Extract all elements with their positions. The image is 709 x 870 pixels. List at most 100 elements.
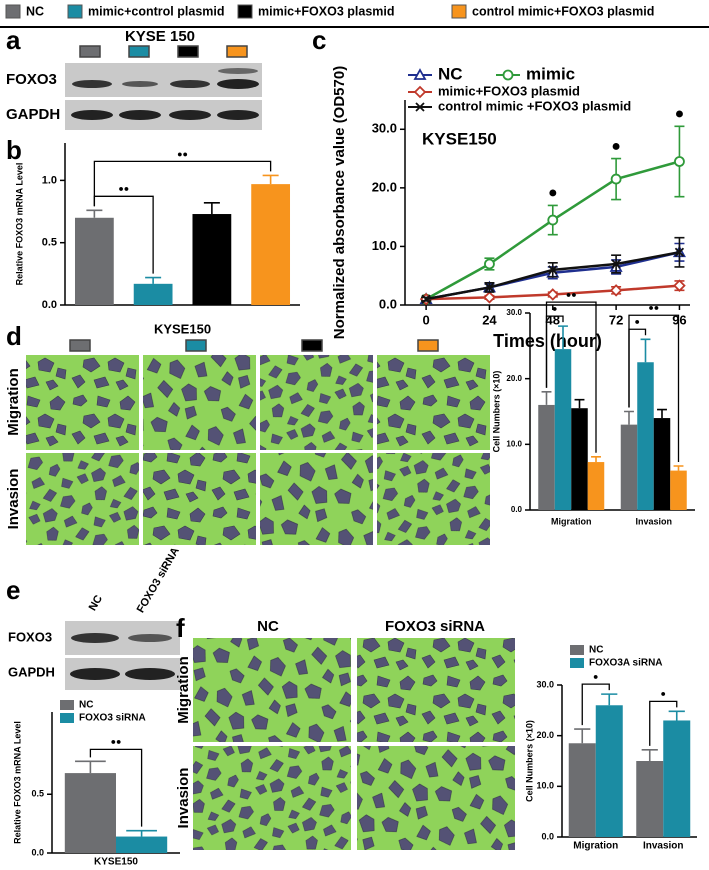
- legend-label: NC: [438, 64, 463, 83]
- marker: [548, 265, 558, 275]
- marker: [610, 173, 622, 185]
- marker: [547, 214, 559, 226]
- bar: [133, 283, 173, 305]
- group-swatch: [128, 45, 150, 58]
- y-tick-label: 20.0: [536, 730, 554, 740]
- panel-label: f: [176, 613, 185, 643]
- legend-swatch: [60, 713, 74, 723]
- y-tick-label: 20.0: [506, 374, 522, 383]
- y-tick-label: 10.0: [536, 781, 554, 791]
- blot-column-label: FOXO3 siRNA: [135, 545, 182, 615]
- column-label: FOXO3 siRNA: [385, 618, 485, 635]
- bar: [670, 470, 687, 510]
- error-bar: [75, 760, 106, 774]
- y-tick-label: 30.0: [536, 679, 554, 689]
- legend-swatch: [5, 4, 21, 19]
- group-swatch: [301, 339, 323, 352]
- row-label: Invasion: [175, 768, 192, 829]
- bar: [568, 743, 596, 837]
- significance-mark: ●: [675, 106, 685, 123]
- significance-bracket: [89, 748, 143, 827]
- y-tick-label: 10.0: [372, 238, 397, 253]
- x-tick-label: Invasion: [635, 516, 672, 526]
- error-bar: [591, 456, 601, 463]
- x-tick-label: 24: [482, 312, 497, 327]
- marker: [611, 259, 621, 269]
- y-tick-label: 0.0: [31, 847, 44, 857]
- legend-label: mimic+control plasmid: [88, 4, 225, 18]
- y-tick-label: 0.0: [42, 299, 57, 311]
- x-axis-label: KYSE150: [154, 321, 211, 336]
- significance-bracket: [581, 683, 610, 726]
- marker: [674, 247, 685, 257]
- significance-bracket: [628, 314, 680, 463]
- significance-mark: ●●: [111, 737, 122, 747]
- marker: [483, 291, 496, 304]
- error-bar: [574, 398, 585, 409]
- bar: [571, 408, 588, 510]
- bar: [637, 362, 654, 510]
- error-bar: [624, 410, 634, 425]
- significance-mark: ●: [593, 671, 598, 681]
- panel-label: a: [6, 25, 21, 55]
- significance-mark: ●●: [177, 149, 188, 159]
- blot-column-label: NC: [87, 593, 105, 613]
- legend-swatch: [570, 658, 584, 668]
- blot: [65, 621, 180, 690]
- y-tick-label: 0.5: [31, 789, 44, 799]
- panel-label: b: [6, 135, 22, 165]
- annotation: KYSE150: [422, 129, 497, 148]
- y-tick-label: 0.5: [42, 237, 57, 249]
- legend-label: control mimic +FOXO3 plasmid: [438, 98, 631, 113]
- x-tick-label: 72: [609, 312, 623, 327]
- significance-mark: ●●: [566, 290, 577, 300]
- y-tick-label: 30.0: [506, 308, 522, 317]
- bar: [620, 424, 638, 510]
- marker: [413, 85, 427, 99]
- legend-label: FOXO3 siRNA: [79, 713, 146, 724]
- error-bar: [657, 408, 667, 419]
- significance-mark: ●●: [118, 184, 129, 194]
- legend-label: mimic+FOXO3 plasmid: [258, 4, 395, 18]
- marker: [413, 68, 427, 80]
- y-axis-label: Relative FOXO3 mRNA Level: [14, 163, 24, 286]
- marker: [609, 284, 623, 297]
- group-swatch: [177, 45, 199, 58]
- legend-label: FOXO3A siRNA: [589, 658, 663, 669]
- bar: [663, 720, 691, 837]
- group-swatch: [226, 45, 248, 58]
- legend-swatch: [570, 645, 584, 655]
- legend-label: mimic+FOXO3 plasmid: [438, 83, 580, 98]
- error-bar: [262, 174, 279, 185]
- group-swatch: [185, 339, 207, 352]
- error-bar: [640, 338, 651, 363]
- y-axis-label: Cell Numbers (×10): [491, 371, 501, 453]
- bar: [587, 462, 605, 510]
- y-tick-label: 30.0: [372, 121, 397, 136]
- legend-label: NC: [589, 645, 603, 656]
- blot-row-label: FOXO3: [6, 71, 57, 88]
- legend-swatch: [67, 4, 83, 19]
- marker: [673, 279, 686, 292]
- error-bar: [641, 749, 658, 761]
- y-axis-label: Relative FOXO3 mRNA Level: [12, 721, 22, 844]
- y-axis-label: Normalized absorbance value (OD570): [331, 66, 348, 339]
- error-bar: [601, 693, 618, 706]
- x-tick-label: 48: [546, 312, 560, 327]
- y-tick-label: 0.0: [541, 831, 554, 841]
- legend-swatch: [60, 700, 74, 710]
- significance-mark: ●: [611, 138, 621, 155]
- significance-mark: ●: [635, 317, 640, 327]
- significance-bracket: [545, 301, 597, 453]
- x-axis-label: Times (hour): [493, 331, 602, 351]
- bar: [554, 349, 572, 510]
- error-bar: [668, 710, 685, 721]
- bar: [74, 217, 114, 305]
- x-tick-label: Migration: [551, 516, 592, 526]
- x-tick-label: Migration: [573, 841, 618, 852]
- row-label: Invasion: [5, 469, 22, 530]
- error-bar: [86, 209, 103, 218]
- significance-bracket: [93, 160, 272, 207]
- legend-swatch: [237, 4, 253, 19]
- y-tick-label: 1.0: [42, 174, 57, 186]
